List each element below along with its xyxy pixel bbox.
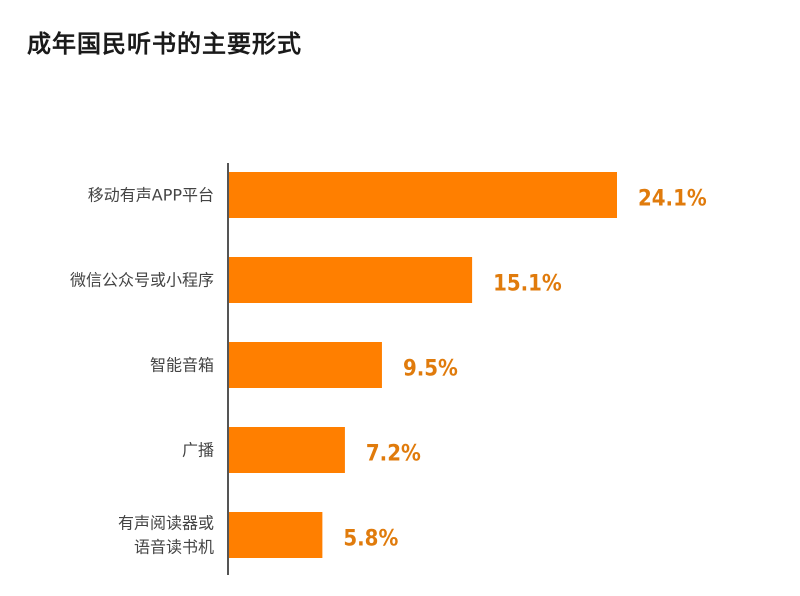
- value-labels-group: 24.1% 15.1% 9.5% 7.2% 5.8%: [343, 187, 706, 552]
- bar-4: [229, 512, 323, 558]
- value-label-3: 7.2%: [366, 442, 421, 467]
- value-label-4: 5.8%: [343, 527, 398, 552]
- bars-group: [229, 172, 617, 558]
- category-label-3: 广播: [182, 441, 214, 460]
- value-label-2: 9.5%: [403, 357, 458, 382]
- chart-title: 成年国民听书的主要形式: [27, 30, 302, 58]
- value-label-0: 24.1%: [638, 187, 707, 212]
- bar-3: [229, 427, 345, 473]
- bar-1: [229, 257, 473, 303]
- category-label-4-line-0: 有声阅读器或: [118, 514, 214, 533]
- category-label-2: 智能音箱: [150, 356, 214, 375]
- bar-0: [229, 172, 617, 218]
- category-label-4-line-1: 语音读书机: [134, 538, 214, 557]
- value-label-1: 15.1%: [493, 272, 562, 297]
- category-label-1: 微信公众号或小程序: [70, 271, 214, 290]
- category-label-0: 移动有声APP平台: [88, 186, 214, 205]
- bar-2: [229, 342, 382, 388]
